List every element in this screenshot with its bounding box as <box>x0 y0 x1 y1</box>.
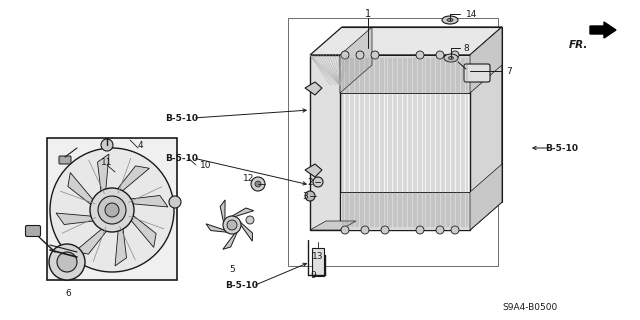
Text: 1: 1 <box>365 9 371 19</box>
Circle shape <box>305 191 315 201</box>
Ellipse shape <box>442 16 458 24</box>
Text: 12: 12 <box>243 173 254 182</box>
Text: 11: 11 <box>101 157 113 166</box>
Polygon shape <box>56 213 105 225</box>
Circle shape <box>416 226 424 234</box>
Circle shape <box>416 51 424 59</box>
Text: 3: 3 <box>302 191 308 201</box>
Text: 2: 2 <box>307 178 313 187</box>
Circle shape <box>361 226 369 234</box>
Circle shape <box>169 196 181 208</box>
Polygon shape <box>470 164 502 230</box>
Circle shape <box>436 51 444 59</box>
Circle shape <box>451 226 459 234</box>
Polygon shape <box>223 230 238 249</box>
Circle shape <box>101 139 113 151</box>
Circle shape <box>341 226 349 234</box>
Circle shape <box>90 188 134 232</box>
Polygon shape <box>310 221 356 230</box>
Circle shape <box>50 148 174 272</box>
Circle shape <box>436 226 444 234</box>
Ellipse shape <box>444 54 458 62</box>
Circle shape <box>341 51 349 59</box>
Circle shape <box>227 220 237 230</box>
Bar <box>288 18 498 266</box>
Polygon shape <box>470 27 502 230</box>
Text: 6: 6 <box>65 289 71 298</box>
Bar <box>312 248 324 276</box>
Ellipse shape <box>449 57 454 60</box>
Polygon shape <box>305 82 322 95</box>
Circle shape <box>98 196 126 224</box>
Polygon shape <box>340 55 470 230</box>
Polygon shape <box>115 217 127 266</box>
Text: B-5-10: B-5-10 <box>545 143 578 153</box>
Circle shape <box>49 244 85 280</box>
Circle shape <box>105 203 119 217</box>
Circle shape <box>223 216 241 234</box>
FancyBboxPatch shape <box>59 156 71 164</box>
Circle shape <box>246 216 254 224</box>
Polygon shape <box>305 164 322 177</box>
Text: 4: 4 <box>137 140 143 149</box>
Text: B-5-10: B-5-10 <box>165 114 198 123</box>
Polygon shape <box>340 55 470 93</box>
Text: 5: 5 <box>229 266 235 275</box>
Polygon shape <box>470 27 502 93</box>
Polygon shape <box>310 55 340 230</box>
Circle shape <box>356 51 364 59</box>
FancyBboxPatch shape <box>464 64 490 82</box>
Text: 13: 13 <box>312 252 324 261</box>
Ellipse shape <box>447 19 453 21</box>
Polygon shape <box>119 196 168 207</box>
Polygon shape <box>206 224 229 232</box>
Circle shape <box>255 181 261 187</box>
Text: 9: 9 <box>310 271 316 281</box>
Polygon shape <box>239 221 253 241</box>
Bar <box>47 138 177 280</box>
Text: B-5-10: B-5-10 <box>225 282 258 291</box>
Polygon shape <box>310 27 502 55</box>
Polygon shape <box>220 200 225 224</box>
Text: S9A4-B0500: S9A4-B0500 <box>502 303 557 313</box>
Polygon shape <box>340 27 372 93</box>
Text: B-5-10: B-5-10 <box>165 154 198 163</box>
Text: 10: 10 <box>200 161 211 170</box>
Text: 14: 14 <box>466 10 477 19</box>
Polygon shape <box>340 192 470 230</box>
Polygon shape <box>97 154 109 203</box>
Circle shape <box>57 252 77 272</box>
FancyBboxPatch shape <box>26 226 40 236</box>
Circle shape <box>381 226 389 234</box>
Circle shape <box>371 51 379 59</box>
Polygon shape <box>68 172 100 212</box>
Text: FR.: FR. <box>568 40 588 50</box>
Text: 8: 8 <box>463 44 468 52</box>
Text: 7: 7 <box>506 67 512 76</box>
Polygon shape <box>590 22 616 38</box>
Polygon shape <box>230 208 253 217</box>
Polygon shape <box>110 166 149 198</box>
Polygon shape <box>124 208 156 247</box>
Circle shape <box>313 177 323 187</box>
Circle shape <box>251 177 265 191</box>
Circle shape <box>451 51 459 59</box>
Polygon shape <box>75 222 114 254</box>
